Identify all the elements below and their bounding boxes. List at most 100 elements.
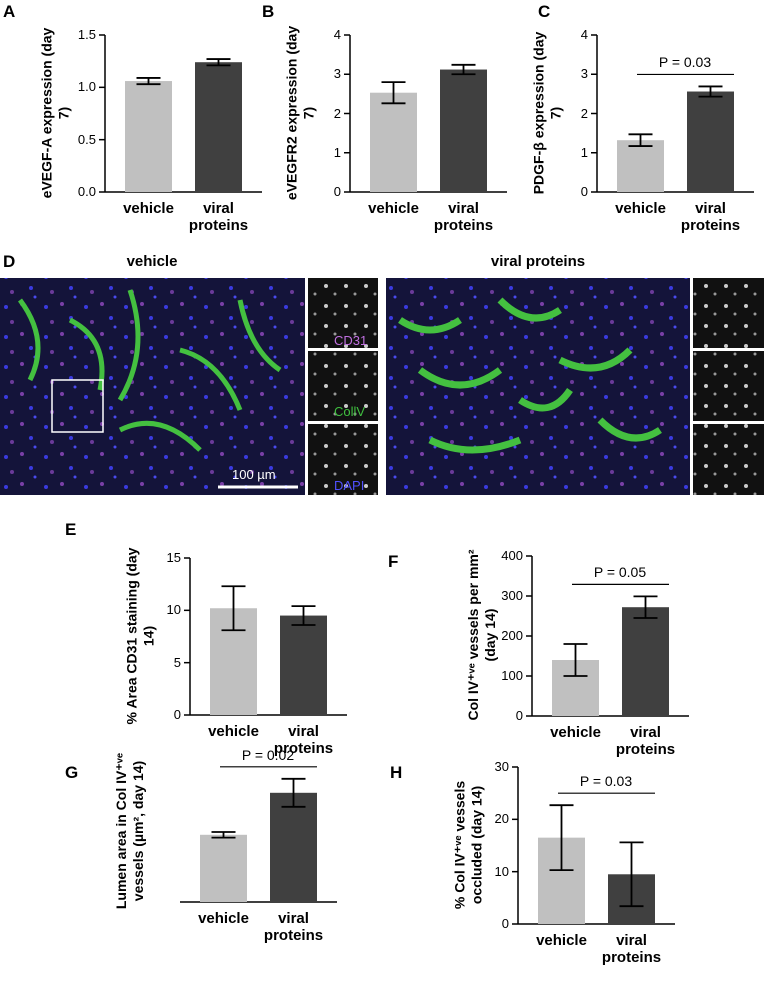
bar xyxy=(617,140,664,192)
y-tick-label: 0 xyxy=(173,707,181,722)
x-tick-label: vehicle xyxy=(368,200,419,217)
channel-label: CollV xyxy=(334,404,366,419)
error-bar xyxy=(281,777,306,808)
inset-collv xyxy=(308,351,378,421)
error-bar xyxy=(698,85,723,98)
p-value: P = 0.03 xyxy=(658,54,712,71)
panel-letter: A xyxy=(3,2,16,21)
x-tick-label: vehicle xyxy=(198,910,249,927)
error-bar xyxy=(633,595,658,619)
scale-label: 100 µm xyxy=(232,467,276,482)
channel-label: CD31 xyxy=(334,333,368,348)
y-tick-label: 400 xyxy=(501,548,523,563)
x-tick-label: viral proteins xyxy=(273,723,334,757)
error-bar xyxy=(628,133,653,147)
error-bar xyxy=(221,585,246,632)
inset-box xyxy=(51,379,104,433)
y-tick-label: 5 xyxy=(173,654,181,670)
inset-cd31 xyxy=(693,278,764,348)
y-tick-label: 15 xyxy=(166,550,181,565)
y-axis-label: % Col IV⁺ᵛᵉ vessels occluded (day 14) xyxy=(451,780,484,909)
y-tick-label: 0 xyxy=(333,184,341,199)
y-tick-label: 1.0 xyxy=(77,79,96,95)
error-bar xyxy=(563,643,588,677)
inset-dapi xyxy=(693,424,764,495)
bar xyxy=(440,69,487,192)
y-tick-label: 1 xyxy=(333,144,341,160)
x-tick-label: vehicle xyxy=(536,932,587,949)
error-bar xyxy=(381,81,406,105)
inset-collv xyxy=(693,351,764,421)
x-tick-label: vehicle xyxy=(550,724,601,741)
panel-letter: B xyxy=(262,2,275,21)
y-axis-label: eVEGF-A expression (day 7) xyxy=(38,27,71,198)
error-bar xyxy=(211,831,236,839)
y-tick-label: 10 xyxy=(166,602,181,618)
bar xyxy=(270,792,317,902)
y-tick-label: 1 xyxy=(580,144,588,160)
x-tick-label: vehicle xyxy=(123,200,174,217)
error-bar xyxy=(549,804,574,871)
inset-cd31 xyxy=(308,278,378,348)
panel-letter: C xyxy=(538,2,551,21)
error-bar xyxy=(206,58,231,67)
x-tick-label: vehicle xyxy=(208,723,259,740)
vessels xyxy=(398,297,662,454)
x-tick-label: viral proteins xyxy=(433,200,494,234)
y-tick-label: 0 xyxy=(580,184,588,199)
y-axis-label: Lumen area in Col IV⁺ᵛᵉ vessels (µm², da… xyxy=(113,752,146,910)
bar xyxy=(280,615,327,715)
y-tick-label: 0.5 xyxy=(77,131,96,147)
x-tick-label: viral proteins xyxy=(263,910,324,944)
panel-letter: G xyxy=(65,763,79,782)
y-tick-label: 20 xyxy=(494,811,509,827)
bar xyxy=(195,62,242,192)
micrographs xyxy=(0,278,764,495)
y-tick-label: 4 xyxy=(580,27,588,42)
y-tick-label: 0 xyxy=(515,708,523,723)
error-bar xyxy=(451,63,476,76)
y-tick-label: 3 xyxy=(580,66,588,82)
y-tick-label: 2 xyxy=(580,105,588,121)
p-value: P = 0.05 xyxy=(593,564,647,581)
y-tick-label: 200 xyxy=(501,628,523,643)
panel-letter: D xyxy=(3,252,16,271)
viral-image xyxy=(386,278,690,495)
bar xyxy=(125,81,172,192)
y-tick-label: 2 xyxy=(333,105,341,121)
y-axis-label: % Area CD31 staining (day 14) xyxy=(123,547,156,724)
panel-letter: E xyxy=(65,520,77,539)
vehicle-image xyxy=(0,278,305,495)
p-value: P = 0.02 xyxy=(241,746,295,763)
x-tick-label: viral proteins xyxy=(615,724,676,758)
x-tick-label: viral proteins xyxy=(601,932,662,966)
vessels xyxy=(17,289,282,452)
p-value: P = 0.03 xyxy=(579,773,633,790)
error-bar xyxy=(619,841,644,908)
bar xyxy=(200,834,247,902)
y-tick-label: 0 xyxy=(501,916,509,931)
y-tick-label: 0.0 xyxy=(77,184,96,199)
inset-dapi xyxy=(308,424,378,495)
image-title: vehicle xyxy=(126,253,178,270)
y-tick-label: 10 xyxy=(494,863,509,879)
panel-letter: H xyxy=(390,763,403,782)
error-bar xyxy=(136,77,161,86)
x-tick-label: viral proteins xyxy=(680,200,741,234)
y-tick-label: 3 xyxy=(333,66,341,82)
image-title: viral proteins xyxy=(490,253,586,270)
x-tick-label: viral proteins xyxy=(188,200,249,234)
y-tick-label: 30 xyxy=(494,759,509,774)
y-tick-label: 1.5 xyxy=(77,27,96,42)
panel-letter: F xyxy=(388,552,399,571)
bar xyxy=(687,91,734,192)
bar xyxy=(622,607,669,716)
x-tick-label: vehicle xyxy=(615,200,666,217)
y-tick-label: 300 xyxy=(501,588,523,603)
bar xyxy=(370,92,417,192)
error-bar xyxy=(291,605,316,626)
y-tick-label: 4 xyxy=(333,27,341,42)
y-tick-label: 100 xyxy=(501,668,523,683)
